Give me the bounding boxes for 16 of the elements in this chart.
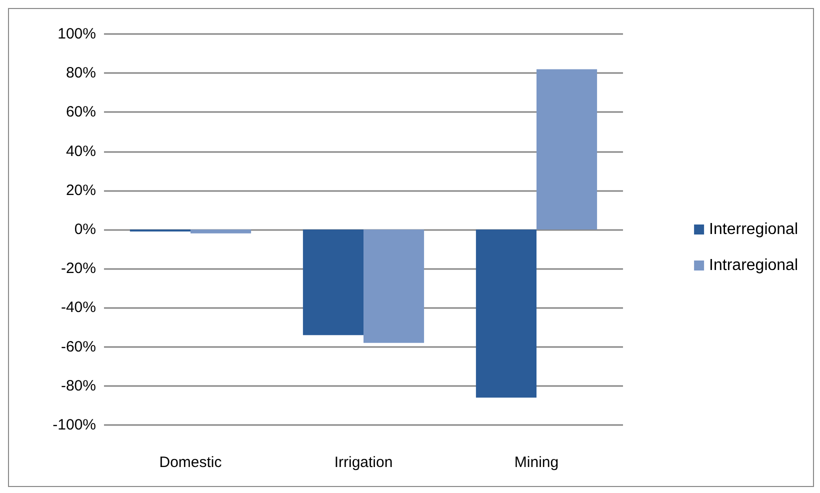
legend-label: Intraregional: [709, 257, 798, 274]
y-tick-label: -20%: [60, 260, 96, 278]
y-tick-label: 100%: [58, 26, 96, 42]
y-tick-label: 0%: [74, 221, 96, 238]
y-tick-label: 60%: [66, 104, 96, 121]
y-tick-label: 40%: [66, 142, 96, 160]
legend-label: Interregional: [709, 221, 798, 238]
x-tick-label: Irrigation: [334, 454, 393, 471]
y-tick-label: 20%: [66, 182, 96, 199]
y-tick-label: 80%: [66, 64, 96, 82]
x-tick-label: Mining: [514, 454, 559, 471]
y-tick-label: -40%: [60, 299, 96, 316]
y-tick-label: -80%: [60, 377, 96, 394]
y-tick-label: -60%: [60, 338, 96, 356]
x-tick-label: Domestic: [159, 454, 222, 471]
y-tick-label: -100%: [52, 416, 96, 434]
